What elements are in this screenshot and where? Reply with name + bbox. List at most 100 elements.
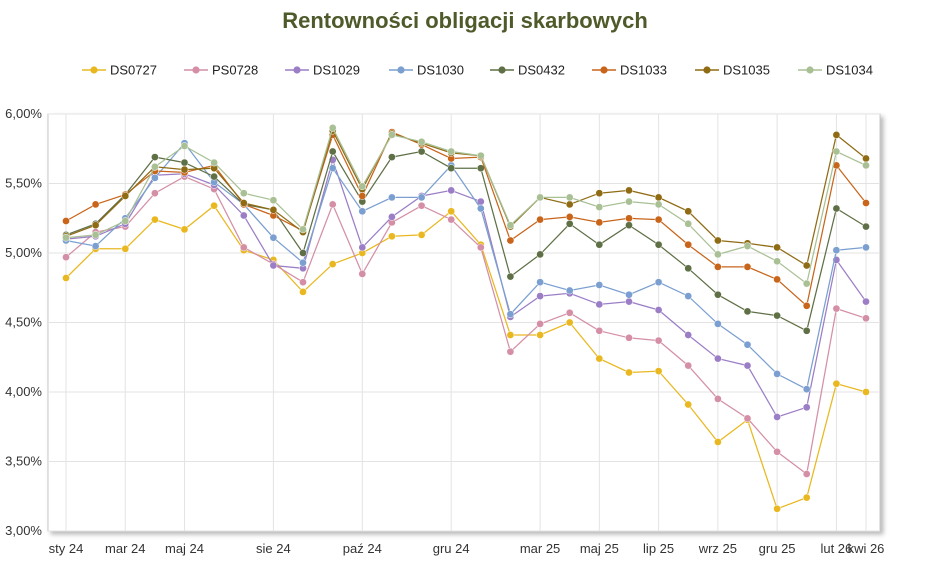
data-point <box>180 225 189 234</box>
data-point <box>536 331 544 339</box>
data-point <box>773 275 781 284</box>
chart-title: Rentowności obligacji skarbowych <box>282 8 648 33</box>
data-point <box>654 240 663 249</box>
data-point <box>536 292 544 300</box>
data-point <box>625 214 633 223</box>
data-point <box>269 206 278 214</box>
data-point <box>625 186 633 195</box>
data-point <box>832 246 841 255</box>
data-point <box>417 193 426 202</box>
data-point <box>210 172 218 181</box>
data-point <box>151 153 159 161</box>
legend-marker <box>293 66 301 74</box>
x-tick-label: lut 26 <box>820 541 852 556</box>
x-tick-label: maj 25 <box>580 541 619 556</box>
data-point <box>714 236 722 245</box>
data-point <box>802 279 811 288</box>
data-point <box>447 147 456 156</box>
data-point <box>328 260 337 268</box>
y-axis-ticks: 3,00% 3,50% 4,00% 4,50% 5,00% 5,50% 6,00% <box>5 106 42 538</box>
data-point <box>299 288 307 296</box>
data-point <box>714 438 722 446</box>
x-axis-ticks: sty 24 mar 24 maj 24 sie 24 paź 24 gru 24 mar … <box>49 541 885 556</box>
series-ds1034 <box>62 124 870 288</box>
x-tick-label: paź 24 <box>343 541 382 556</box>
legend-item: DS0727 <box>82 63 157 78</box>
data-point <box>269 196 278 205</box>
data-point <box>476 151 485 160</box>
legend-marker <box>703 66 711 74</box>
legend-item: DS1035 <box>695 63 770 78</box>
data-point <box>388 153 396 161</box>
x-tick-label: maj 24 <box>165 541 204 556</box>
data-point <box>684 331 693 339</box>
data-point <box>358 207 367 216</box>
data-point <box>773 447 781 456</box>
data-point <box>447 186 456 195</box>
data-point <box>121 217 130 225</box>
data-point <box>773 243 781 252</box>
data-point <box>151 162 159 171</box>
data-point <box>506 347 515 356</box>
data-point <box>684 219 693 228</box>
data-point <box>625 197 633 206</box>
data-point <box>654 193 663 202</box>
data-point <box>625 221 633 230</box>
legend-item: DS1034 <box>798 63 873 78</box>
legend-marker <box>498 66 506 74</box>
series-ds0432 <box>62 147 870 335</box>
data-point <box>743 340 752 349</box>
legend-marker <box>192 66 200 74</box>
data-point <box>832 131 841 139</box>
x-tick-label: mar 25 <box>520 541 560 556</box>
x-tick-label: sty 24 <box>49 541 84 556</box>
data-point <box>121 192 130 200</box>
series-line <box>65 126 867 285</box>
data-point <box>239 189 248 198</box>
data-point <box>595 240 604 249</box>
data-point <box>595 281 604 289</box>
data-point <box>743 242 752 250</box>
data-point <box>151 174 159 182</box>
data-point <box>565 200 574 209</box>
legend-marker <box>397 66 405 74</box>
data-point <box>536 278 544 287</box>
data-point <box>180 142 189 150</box>
data-point <box>91 221 100 230</box>
y-tick-label: 6,00% <box>5 106 42 121</box>
data-point <box>802 403 811 412</box>
data-point <box>832 379 841 388</box>
data-point <box>862 199 870 207</box>
data-point <box>654 306 663 314</box>
data-point <box>536 193 544 202</box>
data-point <box>714 354 722 363</box>
data-point <box>862 154 870 163</box>
x-tick-label: wrz 25 <box>698 541 737 556</box>
data-point <box>417 201 426 210</box>
data-point <box>328 164 337 173</box>
data-point <box>595 203 604 211</box>
data-point <box>773 504 781 513</box>
legend-label: DS1030 <box>417 63 464 78</box>
series-line <box>65 149 867 332</box>
data-point <box>565 193 574 202</box>
data-point <box>862 161 870 170</box>
data-point <box>91 231 100 239</box>
data-point <box>388 213 396 221</box>
data-point <box>743 263 752 271</box>
data-point <box>388 232 396 241</box>
legend: DS0727 PS0728 DS1029 DS1030 DS0432 DS1033 DS10… <box>82 63 873 78</box>
legend-label: DS1034 <box>826 63 873 78</box>
legend-label: DS1033 <box>620 63 667 78</box>
x-tick-label: gru 25 <box>759 541 796 556</box>
data-point <box>299 278 307 287</box>
data-point <box>417 147 426 156</box>
data-point <box>239 243 248 252</box>
data-point <box>506 272 515 281</box>
data-point <box>714 395 722 403</box>
data-point <box>447 215 456 224</box>
data-point <box>595 326 604 335</box>
data-point <box>358 243 367 252</box>
data-point <box>802 385 811 394</box>
data-point <box>417 137 426 146</box>
